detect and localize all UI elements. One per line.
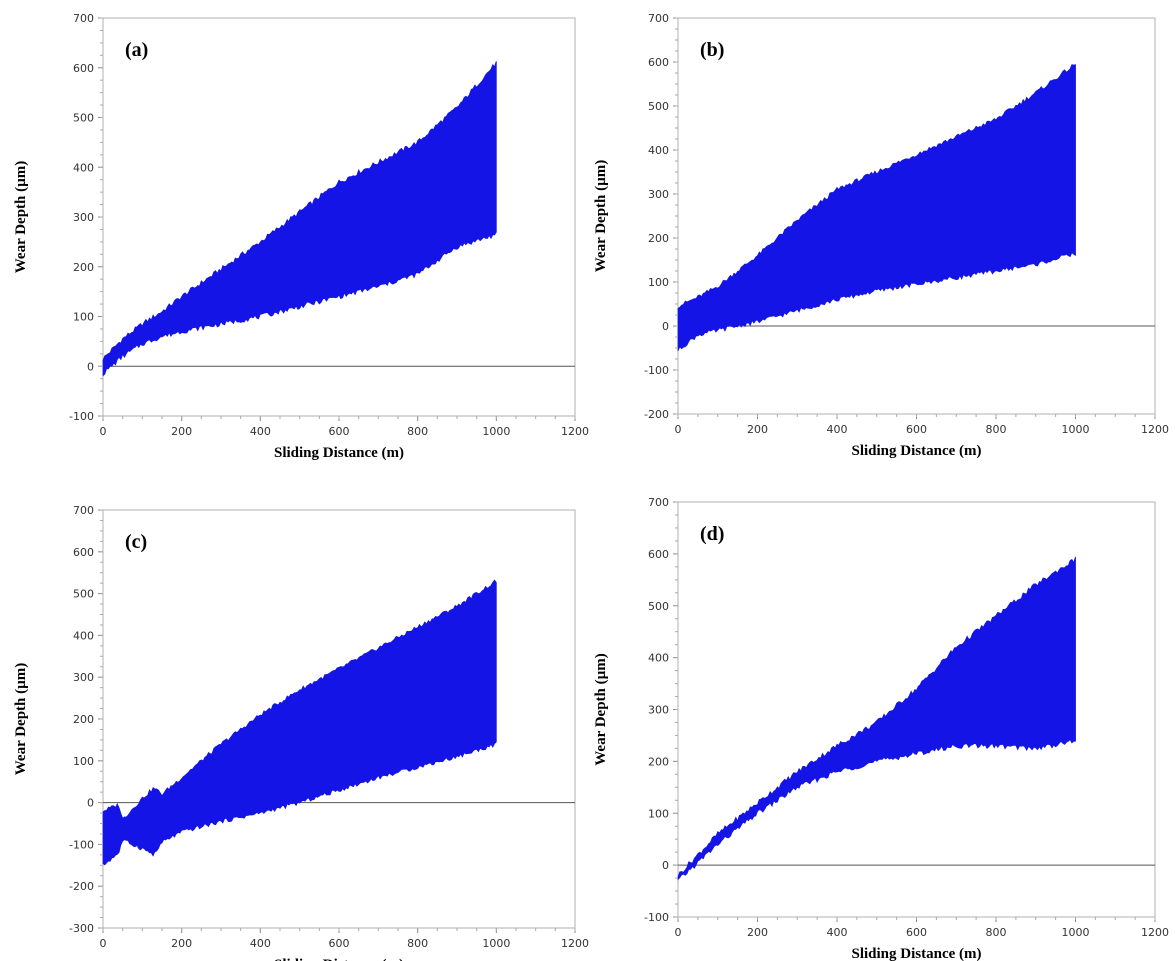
y-tick-label: 0 bbox=[87, 360, 94, 373]
x-tick-label: 400 bbox=[827, 423, 848, 436]
y-tick-label: 500 bbox=[73, 112, 94, 125]
x-tick-label: 0 bbox=[675, 926, 682, 939]
y-tick-label: 0 bbox=[662, 320, 669, 333]
y-tick-label: 600 bbox=[648, 56, 669, 69]
x-axis-title: Sliding Distance (m) bbox=[851, 443, 981, 459]
x-tick-label: 800 bbox=[407, 425, 428, 438]
x-tick-label: 1000 bbox=[1062, 423, 1090, 436]
panel-label: (a) bbox=[125, 39, 148, 61]
y-tick-label: 400 bbox=[648, 144, 669, 157]
y-tick-label: 200 bbox=[648, 232, 669, 245]
y-tick-label: -100 bbox=[69, 410, 94, 423]
chart-svg: 0 200 400 600 800 1000 1200 -300 -200 -100 0 100 200… bbox=[13, 504, 589, 961]
y-tick-label: 400 bbox=[73, 629, 94, 642]
y-axis-title: Wear Depth (µm) bbox=[593, 653, 609, 766]
y-tick-label: -100 bbox=[69, 838, 94, 851]
y-tick-label: -100 bbox=[644, 911, 669, 924]
y-tick-label: 400 bbox=[73, 161, 94, 174]
x-tick-label: 200 bbox=[747, 423, 768, 436]
y-tick-label: -300 bbox=[69, 922, 94, 935]
y-axis-title: Wear Depth (µm) bbox=[13, 663, 29, 776]
x-tick-label: 1200 bbox=[1141, 423, 1169, 436]
x-tick-label: 400 bbox=[250, 937, 271, 950]
chart-svg: 0 200 400 600 800 1000 1200 -100 0 100 200 300 400 50… bbox=[13, 12, 589, 461]
y-tick-label: 200 bbox=[73, 713, 94, 726]
x-tick-label: 200 bbox=[171, 425, 192, 438]
y-tick-label: 500 bbox=[648, 100, 669, 113]
y-axis-title: Wear Depth (µm) bbox=[13, 161, 29, 274]
x-tick-label: 1200 bbox=[561, 425, 589, 438]
x-tick-label: 600 bbox=[329, 425, 350, 438]
y-tick-label: 0 bbox=[662, 859, 669, 872]
x-tick-label: 400 bbox=[250, 425, 271, 438]
x-tick-label: 1000 bbox=[482, 425, 510, 438]
y-tick-label: 0 bbox=[87, 797, 94, 810]
y-tick-label: 600 bbox=[73, 62, 94, 75]
wear-depth-band bbox=[677, 556, 1076, 881]
y-tick-label: 600 bbox=[73, 546, 94, 559]
chart-panel-b: 0 200 400 600 800 1000 1200 -200 -100 0 100 200 300 4… bbox=[580, 0, 1170, 475]
x-tick-label: 1000 bbox=[482, 937, 510, 950]
x-tick-label: 0 bbox=[675, 423, 682, 436]
y-tick-label: 200 bbox=[73, 261, 94, 274]
y-tick-label: 700 bbox=[648, 496, 669, 509]
y-tick-label: 700 bbox=[73, 504, 94, 517]
x-tick-label: 1000 bbox=[1062, 926, 1090, 939]
y-tick-label: 200 bbox=[648, 755, 669, 768]
chart-panel-a: 0 200 400 600 800 1000 1200 -100 0 100 200 300 400 50… bbox=[0, 0, 590, 475]
y-tick-label: 500 bbox=[648, 600, 669, 613]
y-tick-label: 400 bbox=[648, 652, 669, 665]
wear-depth-band bbox=[677, 64, 1076, 352]
x-tick-label: 0 bbox=[100, 425, 107, 438]
chart-panel-c: 0 200 400 600 800 1000 1200 -300 -200 -100 0 100 200… bbox=[0, 480, 590, 961]
y-tick-label: 100 bbox=[73, 755, 94, 768]
x-tick-label: 200 bbox=[747, 926, 768, 939]
y-tick-label: -200 bbox=[644, 408, 669, 421]
x-tick-label: 600 bbox=[329, 937, 350, 950]
y-axis-title: Wear Depth (µm) bbox=[593, 160, 609, 273]
y-tick-label: 700 bbox=[73, 12, 94, 25]
x-tick-label: 800 bbox=[407, 937, 428, 950]
chart-panel-d: 0 200 400 600 800 1000 1200 -100 0 100 200 300 400 50… bbox=[580, 480, 1170, 961]
y-tick-label: 500 bbox=[73, 588, 94, 601]
y-tick-label: 300 bbox=[73, 211, 94, 224]
y-tick-label: 300 bbox=[73, 671, 94, 684]
x-tick-label: 1200 bbox=[561, 937, 589, 950]
x-tick-label: 600 bbox=[906, 423, 927, 436]
x-tick-label: 600 bbox=[906, 926, 927, 939]
x-axis-title: Sliding Distance (m) bbox=[274, 957, 404, 961]
x-tick-label: 1200 bbox=[1141, 926, 1169, 939]
y-tick-label: -200 bbox=[69, 880, 94, 893]
panel-label: (b) bbox=[700, 39, 724, 61]
panel-label: (c) bbox=[125, 531, 147, 553]
panel-label: (d) bbox=[700, 523, 724, 545]
x-axis-title: Sliding Distance (m) bbox=[274, 445, 404, 461]
x-tick-label: 200 bbox=[171, 937, 192, 950]
y-tick-label: 100 bbox=[648, 276, 669, 289]
y-tick-label: 300 bbox=[648, 704, 669, 717]
x-tick-label: 0 bbox=[100, 937, 107, 950]
chart-svg: 0 200 400 600 800 1000 1200 -200 -100 0 100 200 300 4… bbox=[593, 12, 1169, 459]
y-tick-label: 600 bbox=[648, 548, 669, 561]
wear-depth-band bbox=[102, 579, 497, 866]
chart-svg: 0 200 400 600 800 1000 1200 -100 0 100 200 300 400 50… bbox=[593, 496, 1169, 961]
x-axis-title: Sliding Distance (m) bbox=[851, 946, 981, 961]
x-tick-label: 800 bbox=[986, 926, 1007, 939]
y-tick-label: 300 bbox=[648, 188, 669, 201]
y-tick-label: 100 bbox=[73, 311, 94, 324]
y-tick-label: 700 bbox=[648, 12, 669, 25]
y-tick-label: -100 bbox=[644, 364, 669, 377]
wear-depth-band bbox=[102, 61, 497, 377]
x-tick-label: 800 bbox=[986, 423, 1007, 436]
y-tick-label: 100 bbox=[648, 807, 669, 820]
x-tick-label: 400 bbox=[827, 926, 848, 939]
